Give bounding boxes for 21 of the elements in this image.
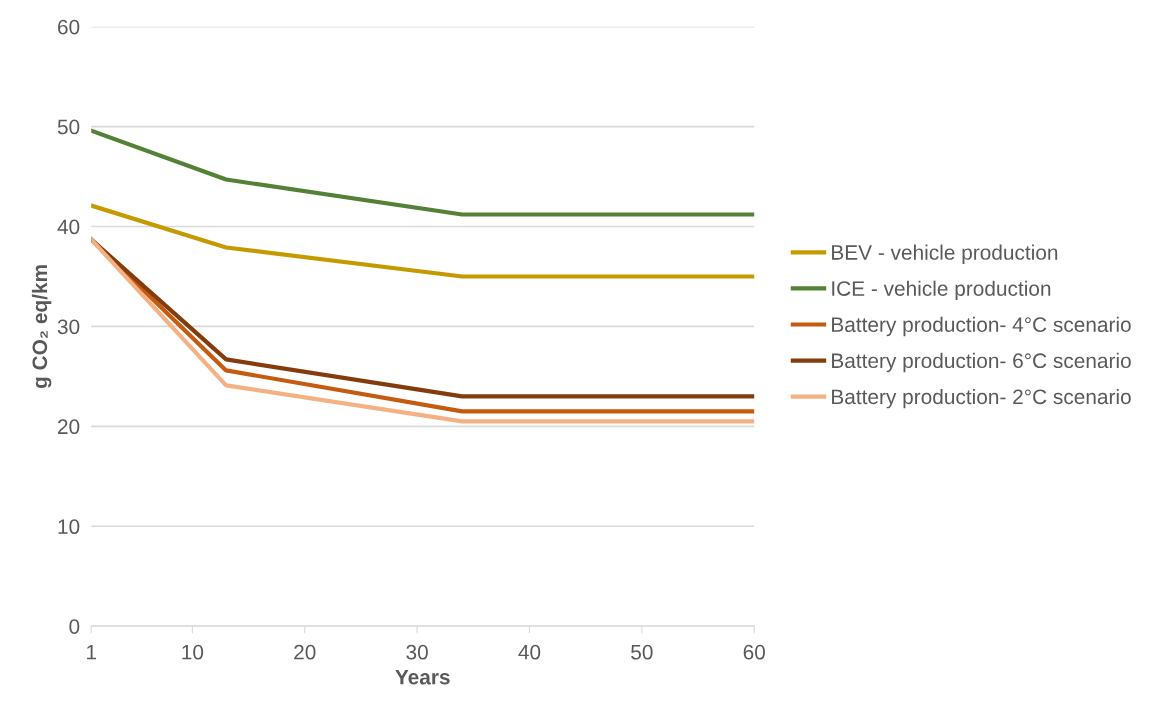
legend-label: BEV - vehicle production: [832, 244, 1058, 264]
legend-label: ICE - vehicle production: [832, 280, 1051, 301]
y-tick-label: 50: [57, 119, 80, 135]
y-tick-label: 10: [58, 519, 80, 535]
x-tick-label: 1: [87, 645, 97, 660]
x-tick-label: 40: [518, 644, 541, 660]
x-tick-label: 50: [631, 644, 653, 660]
y-tick-label: 30: [57, 319, 80, 335]
y-tick-label: 0: [69, 619, 80, 634]
legend-label: Battery production- 2°C scenario: [832, 388, 1131, 409]
x-tick-label: 10: [182, 644, 204, 660]
x-axis-title: Years: [395, 669, 450, 685]
y-tick-label: 40: [57, 219, 80, 235]
x-tick-label: 30: [406, 644, 428, 660]
legend-label: Battery production- 6°C scenario: [832, 352, 1131, 373]
y-tick-label: 20: [58, 419, 80, 435]
x-tick-label: 60: [743, 644, 765, 660]
x-tick-label: 20: [294, 644, 316, 660]
legend-label: Battery production- 4°C scenario: [832, 316, 1131, 337]
y-axis-title: g CO₂ eq/km: [31, 265, 52, 389]
y-tick-label: 60: [58, 19, 80, 35]
